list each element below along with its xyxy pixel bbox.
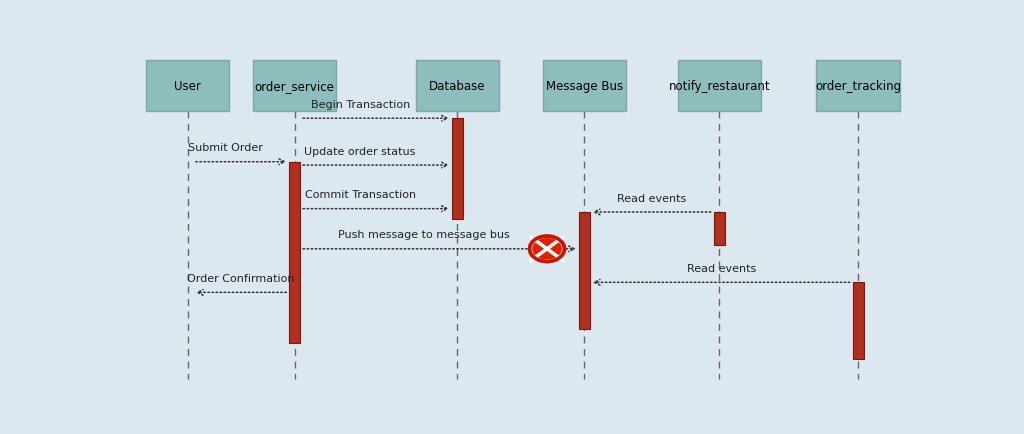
Text: Read events: Read events <box>617 193 686 203</box>
Ellipse shape <box>532 238 562 260</box>
Text: Message Bus: Message Bus <box>546 80 623 93</box>
Bar <box>816 60 900 112</box>
Text: order_service: order_service <box>255 80 335 93</box>
Text: Order Confirmation: Order Confirmation <box>187 273 295 283</box>
Bar <box>289 162 300 343</box>
Text: User: User <box>174 80 201 93</box>
Bar <box>579 213 590 329</box>
Bar <box>543 60 626 112</box>
Text: notify_restaurant: notify_restaurant <box>669 80 770 93</box>
Text: Begin Transaction: Begin Transaction <box>310 99 410 109</box>
Text: Push message to message bus: Push message to message bus <box>338 230 510 240</box>
Bar <box>853 283 863 359</box>
Text: Commit Transaction: Commit Transaction <box>304 190 416 200</box>
Bar <box>678 60 761 112</box>
Ellipse shape <box>529 237 564 262</box>
Bar <box>416 60 499 112</box>
Text: Read events: Read events <box>686 263 756 273</box>
Text: order_tracking: order_tracking <box>815 80 901 93</box>
Bar <box>714 213 725 246</box>
Text: Database: Database <box>429 80 485 93</box>
Text: Submit Order: Submit Order <box>187 143 262 153</box>
Text: Update order status: Update order status <box>304 146 416 156</box>
Bar <box>145 60 229 112</box>
Bar <box>452 119 463 219</box>
Bar <box>253 60 336 112</box>
